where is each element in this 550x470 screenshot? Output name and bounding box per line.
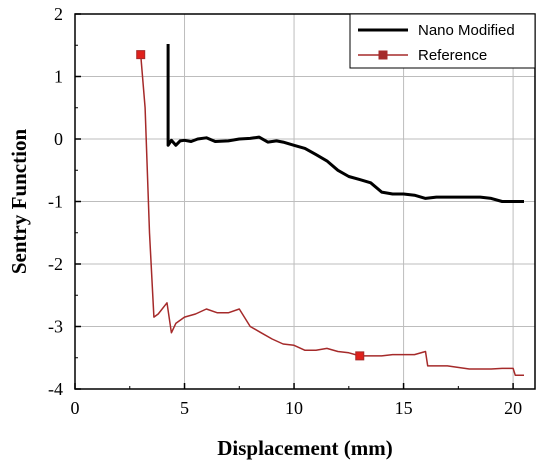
y-tick-label: -4	[48, 379, 63, 399]
series-marker-reference	[136, 50, 146, 60]
y-tick-label: 1	[54, 67, 63, 87]
legend-marker-reference	[378, 50, 388, 60]
x-tick-label: 10	[285, 398, 303, 418]
legend-label-nano-modified: Nano Modified	[418, 22, 515, 39]
y-tick-label: -3	[48, 317, 63, 337]
x-tick-label: 15	[395, 398, 413, 418]
y-axis-title: Sentry Function	[7, 129, 31, 275]
x-tick-label: 20	[504, 398, 522, 418]
series-marker-reference	[355, 351, 365, 361]
grid-lines	[75, 14, 535, 389]
series-line-reference	[139, 54, 524, 377]
legend-label-reference: Reference	[418, 47, 487, 64]
x-tick-label: 5	[180, 398, 189, 418]
y-tick-label: -2	[48, 254, 63, 274]
legend: Nano Modified Reference	[349, 13, 536, 69]
series-line-nano-modified	[166, 44, 524, 203]
y-tick-label: -1	[48, 192, 63, 212]
y-tick-label: 0	[54, 129, 63, 149]
x-tick-label: 0	[71, 398, 80, 418]
data-series	[136, 44, 524, 377]
x-axis-title: Displacement (mm)	[217, 436, 393, 460]
y-tick-label: 2	[54, 4, 63, 24]
